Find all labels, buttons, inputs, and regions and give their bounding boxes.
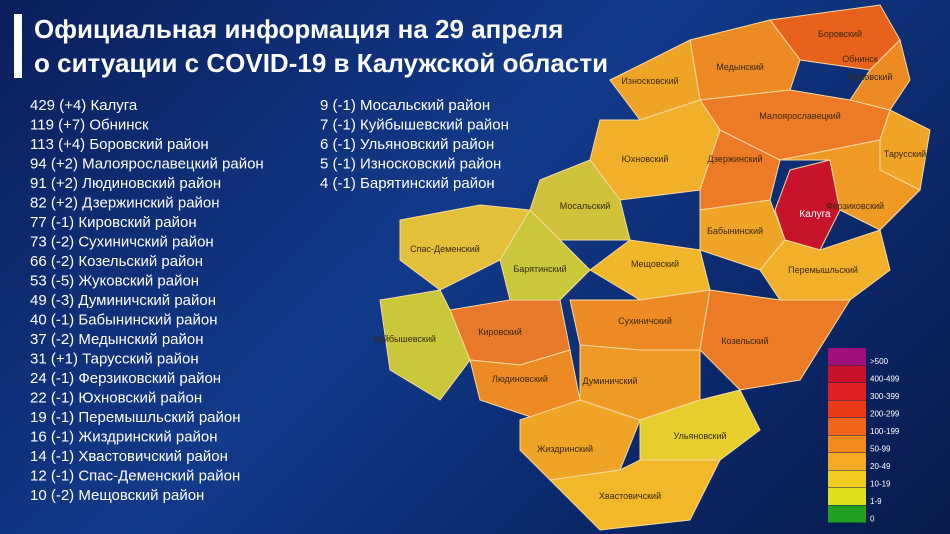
list-item: 7 (-1) Куйбышевский район	[320, 117, 509, 134]
legend-label: 50-99	[870, 445, 891, 454]
region-label: Жуковский	[848, 72, 893, 82]
list-item: 119 (+7) Обнинск	[30, 117, 149, 134]
region-label: Жиздринский	[537, 444, 593, 454]
region-label: Барятинский	[513, 264, 566, 274]
list-item: 66 (-2) Козельский район	[30, 253, 203, 270]
region-label: Хвастовичский	[599, 491, 661, 501]
legend-swatch	[828, 470, 866, 488]
region-label: Мещовский	[631, 259, 679, 269]
list-item: 22 (-1) Юхновский район	[30, 390, 202, 407]
region-label: Бабынинский	[707, 226, 763, 236]
legend-label: >500	[870, 357, 889, 366]
list-item: 24 (-1) Ферзиковский район	[30, 370, 221, 387]
list-item: 5 (-1) Износковский район	[320, 156, 501, 173]
list-item: 16 (-1) Жиздринский район	[30, 429, 218, 446]
legend-swatch	[828, 418, 866, 435]
region-label: Кировский	[478, 327, 521, 337]
list-item: 6 (-1) Ульяновский район	[320, 136, 494, 153]
title-line: Официальная информация на 29 апреля	[34, 14, 563, 44]
list-item: 37 (-2) Медынский район	[30, 331, 204, 348]
region-label: Малоярославецкий	[759, 111, 840, 121]
region-label: Ферзиковский	[826, 201, 884, 211]
accent-bar	[14, 14, 22, 78]
region-label: Обнинск	[842, 54, 878, 64]
region-label: Мосальский	[560, 201, 611, 211]
list-item: 77 (-1) Кировский район	[30, 214, 197, 231]
list-item: 113 (+4) Боровский район	[30, 136, 209, 153]
list-item: 10 (-2) Мещовский район	[30, 487, 204, 504]
legend-label: 10-19	[870, 480, 891, 489]
list-item: 9 (-1) Мосальский район	[320, 97, 490, 114]
list-item: 429 (+4) Калуга	[30, 97, 138, 114]
region-label: Износковский	[621, 76, 678, 86]
legend-swatch	[828, 365, 866, 383]
region-label: Куйбышевский	[374, 334, 436, 344]
list-item: 4 (-1) Барятинский район	[320, 175, 495, 192]
region-label: Людиновский	[492, 374, 548, 384]
legend-label: 100-199	[870, 427, 900, 436]
title-line: о ситуации с COVID-19 в Калужской област…	[34, 48, 608, 78]
list-item: 19 (-1) Перемышльский район	[30, 409, 241, 426]
region	[589, 99, 721, 201]
list-item: 91 (+2) Людиновский район	[30, 175, 221, 192]
region-label: Перемышльский	[788, 265, 858, 275]
region-label: Козельский	[721, 336, 768, 346]
region	[779, 139, 921, 231]
list-item: 12 (-1) Спас-Деменский район	[30, 468, 240, 485]
legend-swatch	[828, 400, 866, 418]
legend-swatch	[828, 383, 866, 400]
legend-label: 1-9	[870, 497, 882, 506]
region	[379, 289, 471, 401]
legend-label: 20-49	[870, 462, 891, 471]
legend-label: 300-399	[870, 392, 900, 401]
region	[548, 459, 721, 531]
list-item: 40 (-1) Бабынинский район	[30, 312, 218, 329]
region-label: Боровский	[818, 29, 862, 39]
region	[589, 239, 711, 301]
legend-swatch	[828, 505, 866, 523]
list-item: 14 (-1) Хвастовичский район	[30, 448, 228, 465]
region-label: Медынский	[716, 62, 764, 72]
list-item: 31 (+1) Тарусский район	[30, 351, 199, 368]
region-label: Тарусский	[884, 149, 926, 159]
region-label: Калуга	[799, 209, 831, 220]
list-item: 94 (+2) Малоярославецкий район	[30, 156, 264, 173]
list-item: 53 (-5) Жуковский район	[30, 273, 199, 290]
region-label: Сухиничский	[618, 316, 672, 326]
region-label: Дзержинский	[708, 154, 763, 164]
legend-swatch	[828, 488, 866, 505]
legend-swatch	[828, 453, 866, 470]
list-item: 82 (+2) Дзержинский район	[30, 195, 220, 212]
legend-label: 400-499	[870, 375, 900, 384]
region-label: Думиничский	[582, 376, 637, 386]
legend-label: 0	[870, 515, 875, 524]
legend-swatch	[828, 435, 866, 453]
region-label: Юхновский	[622, 154, 669, 164]
region-label: Спас-Деменский	[410, 244, 480, 254]
region	[849, 39, 911, 111]
list-item: 49 (-3) Думиничский район	[30, 292, 216, 309]
list-item: 73 (-2) Сухиничский район	[30, 234, 214, 251]
map	[379, 4, 931, 531]
legend-label: 200-299	[870, 410, 900, 419]
legend-swatch	[828, 348, 866, 365]
region-label: Ульяновский	[673, 431, 726, 441]
